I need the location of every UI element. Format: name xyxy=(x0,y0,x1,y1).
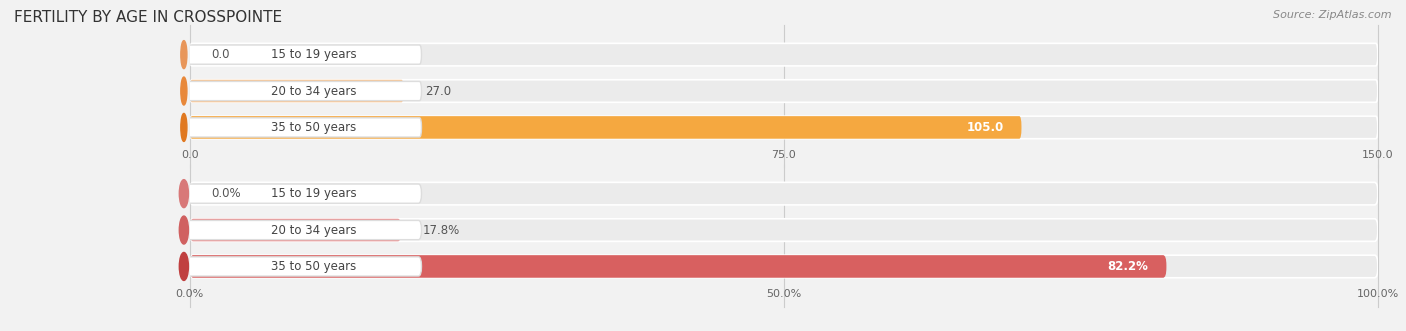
Text: 20 to 34 years: 20 to 34 years xyxy=(270,223,356,237)
Text: 0.0%: 0.0% xyxy=(211,187,240,200)
Circle shape xyxy=(180,253,188,280)
Text: 15 to 19 years: 15 to 19 years xyxy=(270,187,356,200)
Text: 17.8%: 17.8% xyxy=(423,223,460,237)
Text: 82.2%: 82.2% xyxy=(1108,260,1149,273)
FancyBboxPatch shape xyxy=(184,184,422,203)
Circle shape xyxy=(181,41,187,69)
FancyBboxPatch shape xyxy=(190,219,401,241)
FancyBboxPatch shape xyxy=(184,118,422,137)
FancyBboxPatch shape xyxy=(190,116,1021,139)
Text: Source: ZipAtlas.com: Source: ZipAtlas.com xyxy=(1274,10,1392,20)
Circle shape xyxy=(181,114,187,141)
Circle shape xyxy=(180,180,188,208)
FancyBboxPatch shape xyxy=(184,220,422,240)
FancyBboxPatch shape xyxy=(190,182,1378,205)
Circle shape xyxy=(181,77,187,105)
Text: 35 to 50 years: 35 to 50 years xyxy=(271,260,356,273)
Text: FERTILITY BY AGE IN CROSSPOINTE: FERTILITY BY AGE IN CROSSPOINTE xyxy=(14,10,283,25)
Circle shape xyxy=(180,216,188,244)
FancyBboxPatch shape xyxy=(190,255,1167,278)
Text: 105.0: 105.0 xyxy=(966,121,1004,134)
Text: 27.0: 27.0 xyxy=(425,84,451,98)
FancyBboxPatch shape xyxy=(190,43,1378,66)
Text: 35 to 50 years: 35 to 50 years xyxy=(271,121,356,134)
Text: 0.0: 0.0 xyxy=(211,48,229,61)
FancyBboxPatch shape xyxy=(190,116,1378,139)
FancyBboxPatch shape xyxy=(190,255,1378,278)
FancyBboxPatch shape xyxy=(190,80,404,102)
FancyBboxPatch shape xyxy=(184,257,422,276)
Text: 15 to 19 years: 15 to 19 years xyxy=(270,48,356,61)
FancyBboxPatch shape xyxy=(190,80,1378,102)
FancyBboxPatch shape xyxy=(184,45,422,64)
Text: 20 to 34 years: 20 to 34 years xyxy=(270,84,356,98)
FancyBboxPatch shape xyxy=(190,219,1378,241)
FancyBboxPatch shape xyxy=(184,81,422,101)
